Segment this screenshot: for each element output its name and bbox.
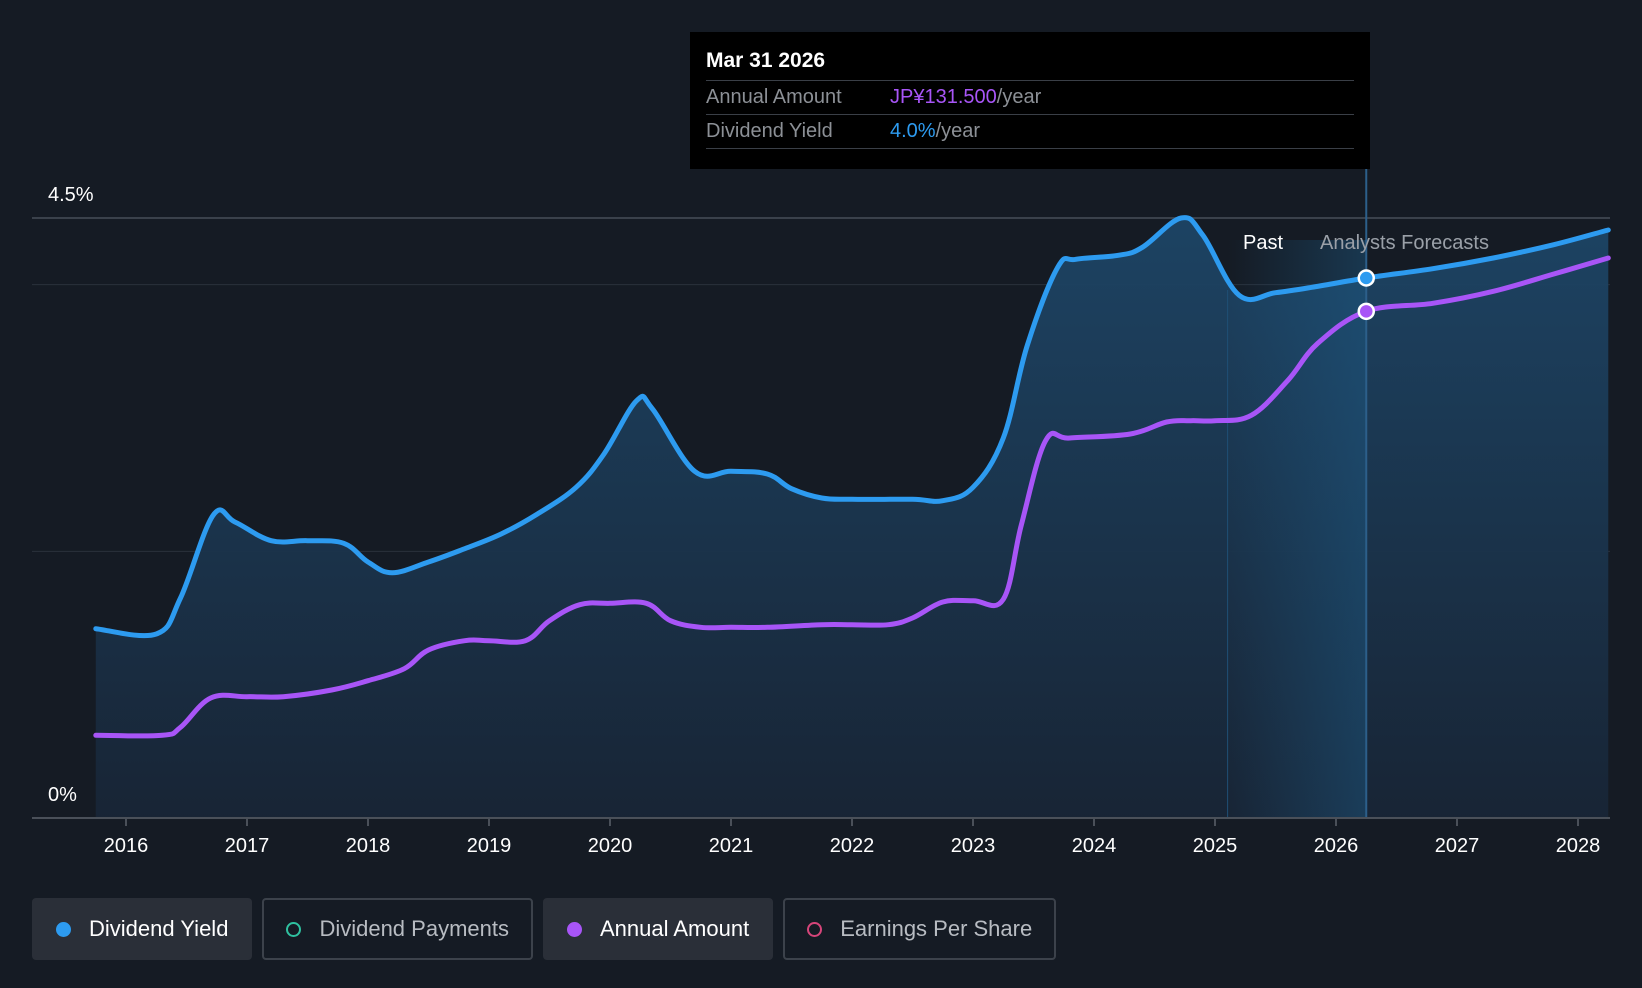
tooltip-annual-unit: /year bbox=[996, 86, 1042, 108]
tooltip-annual-row: Annual Amount JP¥131.500 /year bbox=[706, 80, 1354, 114]
legend-annual-amount[interactable]: Annual Amount bbox=[542, 898, 774, 960]
dividend-yield-line bbox=[93, 215, 1611, 639]
tooltip: Mar 31 2026 Annual Amount JP¥131.500 /ye… bbox=[690, 32, 1370, 169]
x-tick-label-2028: 2028 bbox=[1556, 835, 1601, 857]
x-tick-label-2017: 2017 bbox=[225, 835, 270, 857]
forecast-label: Analysts Forecasts bbox=[1320, 232, 1489, 254]
dividend-payments-dot-icon bbox=[286, 921, 302, 937]
legend-dividend-yield[interactable]: Dividend Yield bbox=[32, 898, 253, 960]
annual-amount-dot-icon bbox=[566, 921, 582, 937]
legend-dividend-payments[interactable]: Dividend Payments bbox=[262, 898, 533, 960]
tooltip-yield-value: 4.0% bbox=[890, 120, 936, 142]
forecast-band bbox=[1227, 240, 1367, 818]
legend-dividend-yield-label: Dividend Yield bbox=[89, 916, 229, 941]
legend-earnings-per-share[interactable]: Earnings Per Share bbox=[783, 898, 1057, 960]
x-tick-label-2024: 2024 bbox=[1072, 835, 1117, 857]
legend-dividend-payments-label: Dividend Payments bbox=[319, 916, 509, 941]
annual-amount-marker bbox=[1357, 302, 1375, 321]
x-tick-label-2020: 2020 bbox=[588, 835, 633, 857]
tooltip-annual-value: JP¥131.500 bbox=[890, 86, 997, 108]
x-tick-label-2018: 2018 bbox=[346, 835, 391, 857]
legend-earnings-per-share-label: Earnings Per Share bbox=[840, 916, 1033, 941]
x-tick-label-2021: 2021 bbox=[709, 835, 754, 857]
tooltip-yield-label: Dividend Yield bbox=[706, 120, 833, 142]
earnings-per-share-dot-icon bbox=[807, 921, 823, 937]
past-label: Past bbox=[1243, 232, 1283, 254]
dividend-yield-dot-icon bbox=[56, 921, 71, 937]
x-tick-label-2016: 2016 bbox=[104, 835, 149, 857]
tooltip-annual-label: Annual Amount bbox=[706, 86, 842, 108]
tooltip-date: Mar 31 2026 bbox=[706, 49, 826, 72]
legend-annual-amount-label: Annual Amount bbox=[599, 916, 750, 941]
x-tick-label-2023: 2023 bbox=[951, 835, 996, 857]
tooltip-yield-row: Dividend Yield 4.0% /year bbox=[706, 114, 1354, 149]
x-tick-label-2019: 2019 bbox=[467, 835, 512, 857]
dividend-yield-marker bbox=[1357, 269, 1375, 287]
x-tick-label-2025: 2025 bbox=[1193, 835, 1238, 857]
annual-amount-line bbox=[93, 255, 1611, 739]
x-tick-label-2027: 2027 bbox=[1435, 835, 1480, 857]
legend: Dividend Yield Dividend Payments Annual … bbox=[32, 898, 1057, 960]
y-min-label: 0% bbox=[48, 784, 77, 806]
x-tick-label-2026: 2026 bbox=[1314, 835, 1359, 857]
y-max-label: 4.5% bbox=[48, 184, 94, 206]
tooltip-yield-unit: /year bbox=[935, 120, 981, 142]
x-tick-label-2022: 2022 bbox=[830, 835, 875, 857]
